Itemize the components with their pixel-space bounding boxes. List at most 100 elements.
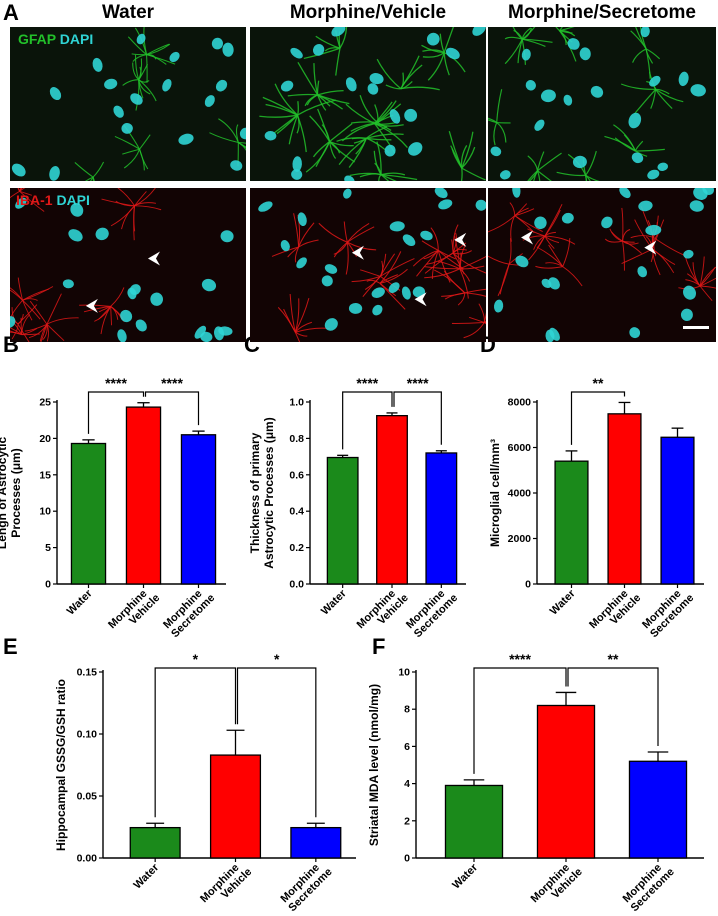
nucleus [264,131,277,141]
micrograph-gfap-morphine-secretome [488,27,716,181]
y-tick-label: 10 [398,667,410,679]
nucleus [129,284,141,296]
x-tick-label: Water [131,861,161,891]
nucleus [389,109,401,124]
bar [607,413,642,585]
stain-label-dapi: DAPI [59,31,94,47]
nucleus [408,142,423,156]
x-tick-label: MorphineVehicle [106,583,162,639]
stain-label-dapi-2: DAPI [56,192,90,208]
y-tick-label: 8 [404,704,410,716]
significance-label: ** [608,651,619,667]
y-tick-label: 0.6 [289,469,304,481]
nucleus [280,239,290,252]
nucleus [136,33,146,45]
arrowhead-marker [521,230,534,245]
nucleus [683,285,697,300]
y-tick-label: 0 [404,853,410,865]
significance-label: **** [509,651,531,667]
nucleus [68,229,83,242]
micrograph-gfap-water [10,27,246,181]
significance-bracket [570,391,626,445]
nucleus [113,105,124,118]
bar [180,434,217,585]
nucleus [169,51,180,63]
nucleus [567,38,580,50]
nucleus [200,331,213,342]
nucleus [297,212,307,227]
nucleus [434,188,448,199]
microglia [10,304,38,342]
y-tick-label: 4000 [508,488,532,500]
column-title-water: Water [101,2,155,23]
y-tick-label: 0 [45,579,51,591]
significance-label: **** [356,375,378,391]
microglia [488,202,543,242]
nucleus [371,287,385,298]
y-tick-label: 5 [45,542,51,554]
bar [628,760,688,859]
astrocyte [336,126,404,168]
nucleus [211,37,224,50]
nucleus [321,275,333,287]
y-tick-label: 0.00 [77,853,98,865]
arrowhead-marker [414,292,427,307]
y-tick-label: 0.2 [289,542,304,554]
chart-f-mda-level: Striatal MDA level (nmol/mg) 0 2 4 6 8 10 Water… [367,651,704,914]
nucleus [690,84,706,97]
y-axis-label: Hippocampal GSSG/GSH ratio [54,679,68,851]
microglia [451,303,486,339]
nucleus [130,93,143,105]
microglia [488,238,524,297]
y-tick-label: 2 [404,815,410,827]
astrocyte [448,131,486,181]
nucleus [178,133,194,145]
nucleus [345,77,357,92]
bar [125,406,162,585]
chart-c-astrocytic-thickness: Thickness of primaryAstrocytic Processes… [248,375,466,640]
x-tick-label: MorphineVehicle [355,583,411,639]
significance-bracket [342,391,393,450]
nucleus [438,199,453,210]
significance-bracket [393,391,442,445]
microglia [366,251,408,310]
nucleus [561,212,574,224]
stain-label-gfap: GFAP [18,31,56,47]
nucleus [590,85,604,98]
nucleus [534,119,545,131]
nucleus [11,163,26,177]
nucleus [162,79,172,92]
x-tick-label: Water [450,861,480,891]
y-tick-label: 8000 [508,397,532,409]
x-tick-label: MorphineSecretome [403,583,460,640]
nucleus [628,112,642,129]
nucleus [292,156,302,172]
x-tick-label: Water [548,587,578,617]
nucleus [389,221,405,232]
nucleus [312,43,325,56]
bar [129,826,181,859]
panel-letter-f: F [372,634,386,659]
arrowhead-marker [147,251,160,266]
microglia [412,227,465,283]
nucleus [95,227,109,241]
nucleus [640,27,650,38]
y-tick-label: 2000 [508,533,532,545]
nucleus [631,152,644,164]
stain-label-row1: GFAP DAPI [18,31,93,47]
astrocyte [620,71,684,115]
nucleus [343,188,352,199]
significance-bracket [473,667,567,774]
nucleus [649,75,661,87]
nucleus [534,216,547,230]
astrocyte [376,55,440,91]
nucleus [680,308,693,321]
stain-label-iba1: IBA-1 [16,192,53,208]
x-tick-label: MorphineSecretome [640,583,697,640]
micrograph-iba1-morphine-secretome [488,188,716,342]
nucleus [426,32,440,46]
nucleus [49,87,62,101]
x-tick-label: MorphineSecretome [620,857,677,914]
microglia [10,188,45,212]
bar [425,452,458,585]
